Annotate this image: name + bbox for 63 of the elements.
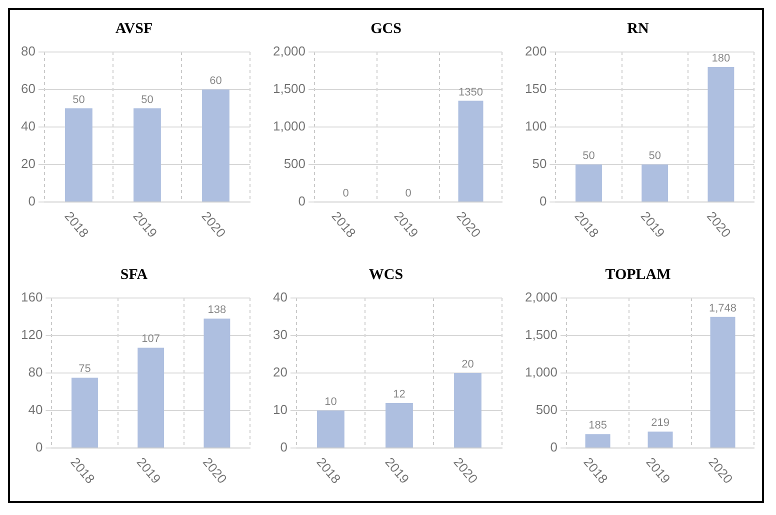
data-label: 50 <box>72 94 85 106</box>
data-label: 107 <box>142 333 160 346</box>
data-label: 50 <box>141 94 154 106</box>
y-tick-label: 80 <box>28 364 43 380</box>
y-tick-label: 1,000 <box>272 118 306 134</box>
y-tick-label: 0 <box>280 440 288 455</box>
y-tick-label: 150 <box>524 81 547 96</box>
y-tick-label: 500 <box>536 402 558 418</box>
y-tick-label: 160 <box>20 290 43 305</box>
y-tick-label: 2,000 <box>524 290 558 305</box>
data-label: 50 <box>582 150 595 162</box>
data-label: 50 <box>648 150 661 162</box>
y-tick-label: 100 <box>524 118 547 134</box>
data-label: 1,748 <box>708 302 737 314</box>
data-label: 0 <box>342 188 349 200</box>
y-tick-label: 10 <box>272 402 288 418</box>
data-label: 138 <box>208 304 226 316</box>
chart-title: RN <box>627 20 649 37</box>
bar <box>710 316 736 448</box>
y-tick-label: 80 <box>20 44 36 59</box>
data-label: 75 <box>78 363 91 376</box>
bar <box>585 434 610 448</box>
chart-title: GCS <box>370 20 402 37</box>
y-tick-label: 2,000 <box>272 44 306 59</box>
y-tick-label: 20 <box>20 156 36 172</box>
y-tick-label: 40 <box>28 402 43 418</box>
y-tick-label: 40 <box>20 118 36 134</box>
y-tick-label: 50 <box>532 156 547 172</box>
y-tick-label: 0 <box>550 440 558 455</box>
y-tick-label: 1,000 <box>524 364 558 380</box>
y-tick-label: 120 <box>20 327 43 342</box>
chart-title: TOPLAM <box>605 266 671 283</box>
y-tick-label: 1,500 <box>524 327 558 342</box>
data-label: 0 <box>405 188 412 200</box>
bar <box>454 373 482 448</box>
data-label: 60 <box>210 75 222 88</box>
data-label: 219 <box>651 417 670 430</box>
data-label: 185 <box>588 420 607 432</box>
y-tick-label: 500 <box>284 156 306 172</box>
bar <box>386 403 413 448</box>
data-label: 10 <box>324 396 337 408</box>
data-label: 12 <box>393 388 406 401</box>
bar <box>204 318 230 448</box>
bar <box>138 348 164 448</box>
y-tick-label: 0 <box>28 194 36 209</box>
y-tick-label: 60 <box>20 81 36 96</box>
data-label: 1350 <box>458 86 483 98</box>
bar <box>648 432 673 448</box>
y-tick-label: 1,500 <box>272 81 306 96</box>
y-tick-label: 0 <box>298 194 306 209</box>
bar <box>317 410 344 448</box>
chart-title: AVSF <box>115 20 153 37</box>
bar <box>72 378 98 448</box>
chart-title: SFA <box>120 266 148 283</box>
data-label: 20 <box>462 358 474 371</box>
y-tick-label: 30 <box>272 327 288 342</box>
y-tick-label: 20 <box>272 364 288 380</box>
data-label: 180 <box>712 52 730 65</box>
y-tick-label: 200 <box>524 44 547 59</box>
chart-title: WCS <box>368 266 404 283</box>
y-tick-label: 0 <box>35 440 43 455</box>
y-tick-label: 0 <box>539 194 547 209</box>
y-tick-label: 40 <box>272 290 288 305</box>
